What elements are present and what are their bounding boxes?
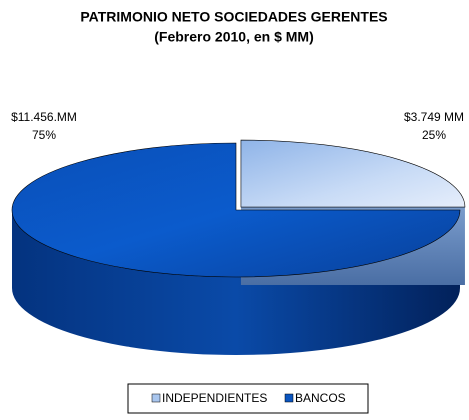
legend-swatch <box>284 393 294 403</box>
legend-label: BANCOS <box>295 391 346 405</box>
legend-box <box>127 383 369 414</box>
chart-title: PATRIMONIO NETO SOCIEDADES GERENTES <box>80 9 387 25</box>
data-label: 25% <box>422 128 446 142</box>
pie-side <box>12 210 460 355</box>
chart-subtitle: (Febrero 2010, en $ MM) <box>154 29 314 45</box>
amount-label: $11.456.MM <box>11 110 77 124</box>
pie-slice <box>240 139 466 208</box>
legend-swatch <box>151 393 161 403</box>
amount-label: $3.749 MM <box>404 110 464 124</box>
legend-label: INDEPENDIENTES <box>162 391 267 405</box>
pie-slice <box>11 142 461 278</box>
data-label: 75% <box>32 128 56 142</box>
